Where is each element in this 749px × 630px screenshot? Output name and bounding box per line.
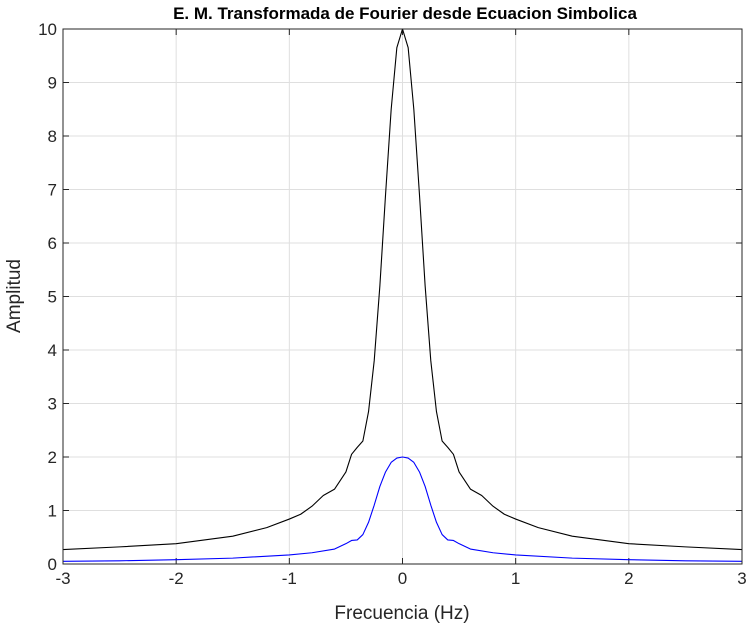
y-axis-label: Amplitud (4, 259, 25, 333)
y-tick-label: 10 (38, 20, 57, 39)
x-tick-label: 3 (737, 569, 746, 588)
y-tick-label: 8 (48, 127, 57, 146)
y-tick-label: 9 (48, 74, 57, 93)
y-tick-label: 6 (48, 234, 57, 253)
y-tick-label: 1 (48, 502, 57, 521)
y-tick-label: 7 (48, 181, 57, 200)
plot-frame (62, 28, 743, 565)
x-tick-label: -3 (55, 569, 70, 588)
x-tick-label: 2 (624, 569, 633, 588)
x-axis-label: Frecuencia (Hz) (334, 603, 469, 624)
y-tick-label: 5 (48, 288, 57, 307)
y-tick-label: 0 (48, 555, 57, 574)
y-tick-label: 4 (48, 341, 57, 360)
axis-ticks: -3 -2 -1 0 1 2 3 0 1 2 3 4 5 6 7 8 9 10 (38, 20, 747, 588)
x-tick-label: 1 (511, 569, 520, 588)
x-tick-label: -2 (169, 569, 184, 588)
x-tick-label: -1 (282, 569, 297, 588)
y-tick-label: 2 (48, 448, 57, 467)
series-line-2 (62, 456, 743, 562)
grid (62, 28, 743, 565)
chart-title: E. M. Transformada de Fourier desde Ecua… (173, 4, 637, 23)
y-tick-label: 3 (48, 395, 57, 414)
x-tick-label: 0 (398, 569, 407, 588)
